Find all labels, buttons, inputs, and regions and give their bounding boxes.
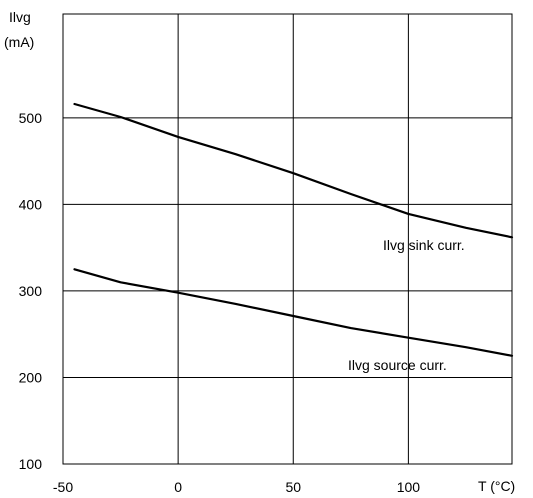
- curves: [73, 102, 514, 357]
- y-tick-label: 300: [19, 283, 43, 299]
- x-tick-label: -50: [53, 479, 73, 495]
- series-label-source: Ilvg source curr.: [348, 357, 447, 373]
- x-tick-label: 50: [285, 479, 301, 495]
- grid: [63, 14, 512, 464]
- y-axis-label-line2: (mA): [4, 34, 34, 50]
- y-tick-label: 500: [19, 110, 43, 126]
- series-line-source: [73, 268, 514, 357]
- x-tick-label: 0: [174, 479, 182, 495]
- plot-frame: [62, 13, 513, 465]
- x-axis-label: T (°C): [478, 478, 515, 494]
- tick-labels: -50 0 50 100 100 200 300 400 500: [19, 110, 421, 495]
- y-tick-label: 200: [19, 369, 43, 385]
- y-axis-label-line1: Ilvg: [9, 9, 31, 25]
- series-line-sink: [73, 102, 514, 239]
- x-tick-label: 100: [397, 479, 421, 495]
- y-tick-label: 400: [19, 196, 43, 212]
- series-label-sink: Ilvg sink curr.: [383, 237, 465, 253]
- y-tick-label: 100: [19, 456, 43, 472]
